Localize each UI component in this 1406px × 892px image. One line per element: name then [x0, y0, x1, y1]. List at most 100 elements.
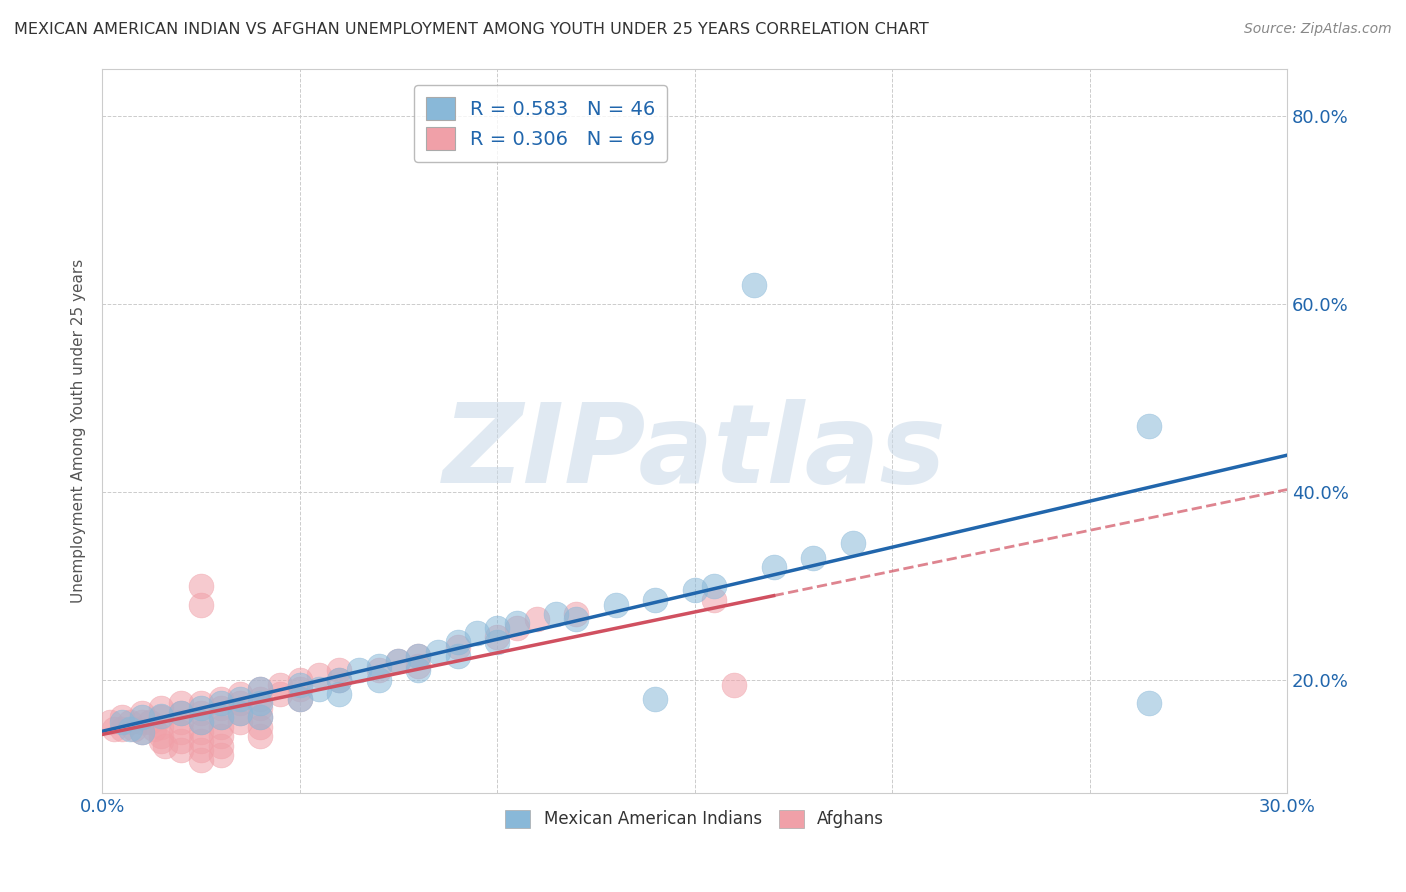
Point	[209, 747, 232, 762]
Point	[131, 715, 153, 730]
Text: MEXICAN AMERICAN INDIAN VS AFGHAN UNEMPLOYMENT AMONG YOUTH UNDER 25 YEARS CORREL: MEXICAN AMERICAN INDIAN VS AFGHAN UNEMPL…	[14, 22, 929, 37]
Point	[486, 635, 509, 649]
Point	[801, 550, 824, 565]
Point	[249, 691, 271, 706]
Point	[131, 724, 153, 739]
Point	[118, 715, 141, 730]
Point	[347, 664, 370, 678]
Point	[467, 625, 489, 640]
Point	[406, 649, 429, 664]
Point	[190, 743, 212, 757]
Point	[506, 621, 529, 635]
Point	[103, 722, 125, 736]
Point	[190, 724, 212, 739]
Point	[190, 598, 212, 612]
Point	[683, 583, 706, 598]
Point	[249, 701, 271, 715]
Point	[138, 715, 160, 730]
Point	[426, 644, 449, 658]
Point	[150, 729, 173, 743]
Point	[131, 706, 153, 720]
Point	[249, 682, 271, 697]
Point	[406, 649, 429, 664]
Point	[644, 592, 666, 607]
Point	[155, 739, 177, 753]
Point	[288, 673, 311, 687]
Point	[249, 729, 271, 743]
Text: Source: ZipAtlas.com: Source: ZipAtlas.com	[1244, 22, 1392, 37]
Point	[142, 722, 165, 736]
Point	[367, 658, 389, 673]
Point	[190, 706, 212, 720]
Point	[209, 739, 232, 753]
Point	[111, 715, 134, 730]
Point	[288, 677, 311, 691]
Point	[190, 579, 212, 593]
Point	[111, 710, 134, 724]
Point	[122, 722, 145, 736]
Point	[170, 743, 193, 757]
Point	[170, 715, 193, 730]
Point	[703, 592, 725, 607]
Point	[170, 706, 193, 720]
Point	[229, 706, 252, 720]
Point	[447, 635, 470, 649]
Point	[209, 710, 232, 724]
Point	[367, 673, 389, 687]
Point	[190, 715, 212, 730]
Point	[742, 277, 765, 292]
Point	[111, 722, 134, 736]
Point	[249, 682, 271, 697]
Point	[546, 607, 568, 621]
Point	[229, 706, 252, 720]
Point	[249, 696, 271, 710]
Point	[150, 710, 173, 724]
Point	[209, 701, 232, 715]
Point	[762, 560, 785, 574]
Point	[1137, 418, 1160, 433]
Point	[269, 677, 291, 691]
Point	[565, 612, 588, 626]
Point	[703, 579, 725, 593]
Point	[486, 621, 509, 635]
Point	[229, 715, 252, 730]
Point	[447, 640, 470, 654]
Point	[190, 696, 212, 710]
Point	[190, 753, 212, 767]
Point	[249, 710, 271, 724]
Point	[229, 696, 252, 710]
Point	[209, 696, 232, 710]
Point	[328, 673, 350, 687]
Legend: Mexican American Indians, Afghans: Mexican American Indians, Afghans	[499, 803, 890, 835]
Point	[190, 734, 212, 748]
Point	[486, 631, 509, 645]
Point	[150, 701, 173, 715]
Point	[209, 710, 232, 724]
Point	[170, 734, 193, 748]
Point	[170, 706, 193, 720]
Point	[328, 673, 350, 687]
Point	[328, 687, 350, 701]
Point	[170, 696, 193, 710]
Point	[506, 616, 529, 631]
Point	[131, 724, 153, 739]
Point	[644, 691, 666, 706]
Point	[150, 708, 173, 723]
Point	[170, 724, 193, 739]
Point	[249, 710, 271, 724]
Point	[209, 691, 232, 706]
Point	[1137, 696, 1160, 710]
Point	[209, 720, 232, 734]
Text: ZIPatlas: ZIPatlas	[443, 399, 946, 506]
Y-axis label: Unemployment Among Youth under 25 years: Unemployment Among Youth under 25 years	[72, 259, 86, 603]
Point	[288, 691, 311, 706]
Point	[308, 682, 330, 697]
Point	[229, 687, 252, 701]
Point	[447, 649, 470, 664]
Point	[605, 598, 627, 612]
Point	[118, 722, 141, 736]
Point	[249, 720, 271, 734]
Point	[209, 729, 232, 743]
Point	[723, 677, 745, 691]
Point	[229, 691, 252, 706]
